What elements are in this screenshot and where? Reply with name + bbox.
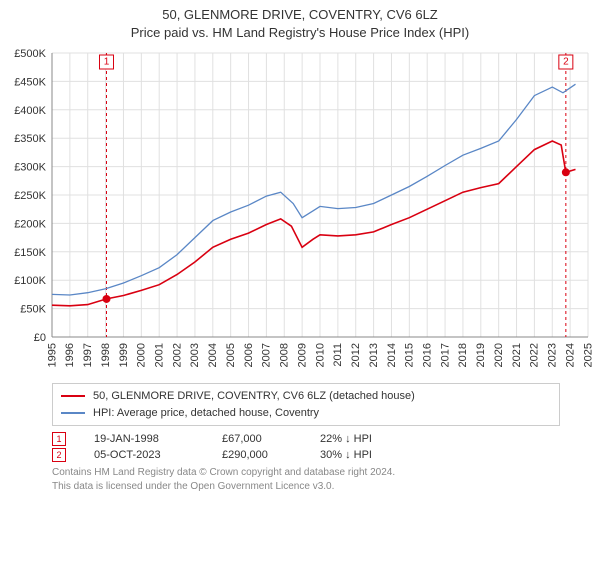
sale-number-box: 1: [52, 432, 66, 446]
legend-label: 50, GLENMORE DRIVE, COVENTRY, CV6 6LZ (d…: [93, 388, 415, 405]
x-axis-label: 2003: [189, 343, 201, 367]
legend-swatch: [61, 395, 85, 397]
y-axis-label: £300K: [14, 162, 46, 174]
x-axis-label: 2006: [243, 343, 255, 367]
sale-point-dot: [562, 168, 570, 176]
legend-item: HPI: Average price, detached house, Cove…: [61, 405, 551, 422]
y-axis-label: £200K: [14, 218, 46, 230]
x-axis-label: 2014: [386, 343, 398, 367]
y-axis-label: £400K: [14, 105, 46, 117]
x-axis-label: 2007: [261, 343, 273, 367]
y-axis-label: £150K: [14, 247, 46, 259]
attribution: Contains HM Land Registry data © Crown c…: [52, 466, 560, 493]
x-axis-label: 2016: [422, 343, 434, 367]
y-axis-label: £50K: [20, 304, 46, 316]
sale-delta: 30% ↓ HPI: [320, 449, 390, 461]
legend-swatch: [61, 412, 85, 414]
x-axis-label: 2017: [439, 343, 451, 367]
x-axis-label: 2010: [314, 343, 326, 367]
sale-point-dot: [102, 295, 110, 303]
title-line-2: Price paid vs. HM Land Registry's House …: [0, 24, 600, 42]
sale-delta: 22% ↓ HPI: [320, 433, 390, 445]
y-axis-label: £100K: [14, 275, 46, 287]
chart-area: £0 £50K £100K £150K £200K £250K £300K £350K £400…: [0, 45, 600, 375]
line-chart-svg: £0 £50K £100K £150K £200K £250K £300K £350K £400…: [0, 45, 600, 375]
x-axis-label: 2023: [547, 343, 559, 367]
y-axis-label: £250K: [14, 190, 46, 202]
x-axis-label: 2000: [136, 343, 148, 367]
sale-marker-number: 2: [563, 57, 569, 68]
y-axis-label: £500K: [14, 48, 46, 60]
y-axis-label: £0: [34, 332, 46, 344]
sale-date: 05-OCT-2023: [94, 449, 194, 461]
sale-marker-number: 1: [104, 57, 110, 68]
x-axis-label: 2015: [404, 343, 416, 367]
x-axis-label: 2021: [511, 343, 523, 367]
x-axis-label: 2009: [296, 343, 308, 367]
sale-row: 2 05-OCT-2023 £290,000 30% ↓ HPI: [52, 448, 560, 462]
x-axis-label: 2018: [457, 343, 469, 367]
attribution-line-2: This data is licensed under the Open Gov…: [52, 480, 560, 494]
attribution-line-1: Contains HM Land Registry data © Crown c…: [52, 466, 560, 480]
sale-date: 19-JAN-1998: [94, 433, 194, 445]
x-axis-label: 2005: [225, 343, 237, 367]
legend-label: HPI: Average price, detached house, Cove…: [93, 405, 319, 422]
x-axis-label: 2013: [368, 343, 380, 367]
legend-box: 50, GLENMORE DRIVE, COVENTRY, CV6 6LZ (d…: [52, 383, 560, 426]
x-axis-label: 2008: [279, 343, 291, 367]
x-axis-label: 2012: [350, 343, 362, 367]
y-axis-label: £350K: [14, 133, 46, 145]
x-axis-label: 2024: [564, 343, 576, 367]
x-axis-label: 2011: [332, 343, 344, 367]
y-axis-label: £450K: [14, 76, 46, 88]
x-axis-label: 2004: [207, 343, 219, 367]
x-axis-label: 2001: [153, 343, 165, 367]
x-axis-label: 2025: [582, 343, 594, 367]
sale-row: 1 19-JAN-1998 £67,000 22% ↓ HPI: [52, 432, 560, 446]
x-axis-label: 2022: [529, 343, 541, 367]
x-axis-label: 1996: [64, 343, 76, 367]
sale-events-list: 1 19-JAN-1998 £67,000 22% ↓ HPI 2 05-OCT-2023…: [52, 432, 560, 462]
x-axis-label: 1997: [82, 343, 94, 367]
x-axis-label: 2019: [475, 343, 487, 367]
x-axis-label: 2002: [171, 343, 183, 367]
x-axis-label: 1998: [100, 343, 112, 367]
x-axis-label: 1999: [118, 343, 130, 367]
sale-price: £67,000: [222, 433, 292, 445]
chart-title: 50, GLENMORE DRIVE, COVENTRY, CV6 6LZ Pr…: [0, 6, 600, 41]
x-axis-label: 2020: [493, 343, 505, 367]
title-line-1: 50, GLENMORE DRIVE, COVENTRY, CV6 6LZ: [0, 6, 600, 24]
legend-item: 50, GLENMORE DRIVE, COVENTRY, CV6 6LZ (d…: [61, 388, 551, 405]
sale-number-box: 2: [52, 448, 66, 462]
sale-price: £290,000: [222, 449, 292, 461]
x-axis-label: 1995: [46, 343, 58, 367]
